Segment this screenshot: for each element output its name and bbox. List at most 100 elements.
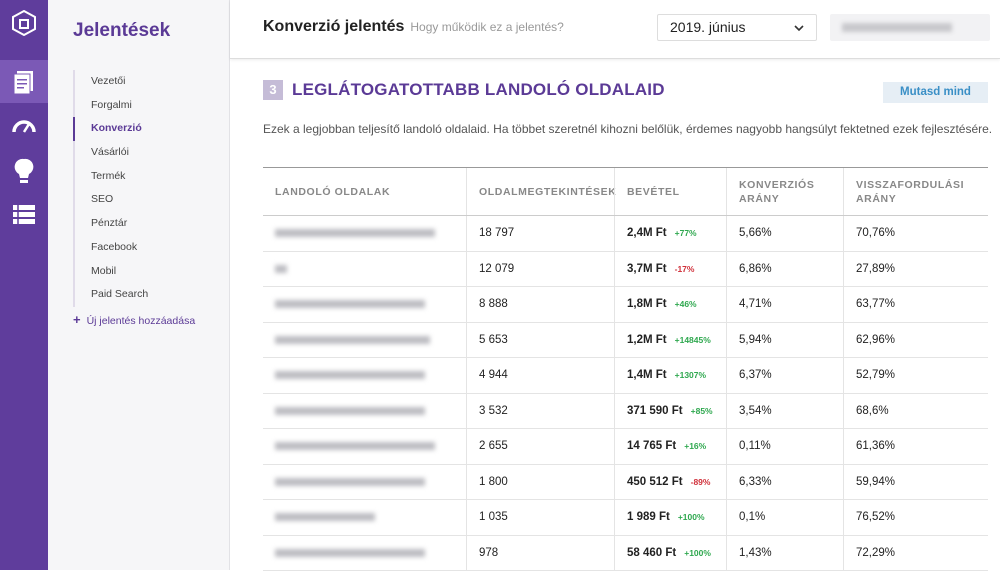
add-report-link[interactable]: + Új jelentés hozzáadása — [73, 312, 195, 327]
list-icon[interactable] — [12, 204, 36, 224]
bounce-rate: 62,96% — [856, 334, 895, 346]
pageviews: 978 — [479, 547, 498, 559]
landing-page-cell — [263, 394, 466, 429]
landing-page-cell — [263, 252, 466, 287]
pageviews-cell: 5 653 — [466, 323, 614, 358]
blurred-url — [275, 407, 425, 415]
revenue-cell: 1 989 Ft+100% — [614, 500, 726, 535]
conversion-rate: 6,86% — [739, 263, 772, 275]
pageviews-cell: 18 797 — [466, 216, 614, 251]
landing-page-cell — [263, 287, 466, 322]
table-row: 5 653 1,2M Ft +14845% 5,94% 62,96% — [263, 323, 988, 359]
blurred-account — [842, 23, 952, 32]
conversion-cell: 3,54% — [726, 394, 843, 429]
plus-icon: + — [73, 312, 81, 327]
bounce-cell: 62,96% — [843, 323, 988, 358]
pageviews: 8 888 — [479, 298, 508, 310]
bounce-cell: 70,76% — [843, 216, 988, 251]
conversion-cell: 5,94% — [726, 323, 843, 358]
pageviews-cell: 12 079 — [466, 252, 614, 287]
landing-page-cell — [263, 323, 466, 358]
logo[interactable] — [12, 10, 36, 36]
menu-item[interactable]: Facebook — [73, 236, 223, 260]
show-all-button[interactable]: Mutasd mind — [883, 82, 988, 103]
bounce-cell: 68,6% — [843, 394, 988, 429]
revenue: 450 512 Ft — [627, 476, 683, 488]
pageviews-cell: 4 944 — [466, 358, 614, 393]
revenue-cell: 371 590 Ft +85% — [614, 394, 726, 429]
column-header-text: LANDOLÓ OLDALAK — [275, 185, 390, 199]
help-link[interactable]: Hogy működik ez a jelentés? — [410, 20, 563, 34]
period-value: 2019. június — [670, 19, 746, 35]
bounce-cell: 27,89% — [843, 252, 988, 287]
conversion-rate: 1,43% — [739, 547, 772, 559]
pageviews: 1 800 — [479, 476, 508, 488]
bounce-cell: 63,77% — [843, 287, 988, 322]
column-header-text: BEVÉTEL — [627, 185, 680, 199]
conversion-cell: 6,33% — [726, 465, 843, 500]
conversion-rate: 5,66% — [739, 227, 772, 239]
reports-icon[interactable] — [12, 69, 36, 95]
gauge-icon[interactable] — [12, 116, 36, 136]
menu-item[interactable]: Vezetői — [73, 70, 223, 94]
revenue-change: +85% — [691, 406, 713, 416]
column-header: BEVÉTEL — [614, 168, 726, 215]
landing-page-cell — [263, 536, 466, 571]
blurred-url — [275, 300, 425, 308]
menu-item[interactable]: Konverzió — [73, 117, 223, 141]
menu-item[interactable]: SEO — [73, 188, 223, 212]
account-menu[interactable] — [830, 14, 990, 41]
revenue-change: +14845% — [675, 335, 711, 345]
sidebar-title: Jelentések — [73, 20, 170, 42]
pageviews: 1 035 — [479, 511, 508, 523]
menu-item[interactable]: Forgalmi — [73, 94, 223, 118]
bounce-cell: 72,29% — [843, 536, 988, 571]
revenue-cell: 2,4M Ft+77% — [614, 216, 726, 251]
conversion-rate: 3,54% — [739, 405, 772, 417]
conversion-cell: 1,43% — [726, 536, 843, 571]
column-header-text: VISSZAFORDULÁSI ARÁNY — [856, 178, 988, 206]
conversion-cell: 0,11% — [726, 429, 843, 464]
period-dropdown[interactable]: 2019. június — [657, 14, 817, 41]
table-row: 1 800 450 512 Ft-89% 6,33% 59,94% — [263, 465, 988, 501]
menu-item[interactable]: Mobil — [73, 260, 223, 284]
bounce-cell: 61,36% — [843, 429, 988, 464]
revenue: 1 989 Ft — [627, 511, 670, 523]
revenue-cell: 450 512 Ft-89% — [614, 465, 726, 500]
conversion-rate: 6,33% — [739, 476, 772, 488]
menu-item[interactable]: Paid Search — [73, 283, 223, 307]
revenue: 1,2M Ft — [627, 334, 667, 346]
blurred-url — [275, 442, 435, 450]
bounce-rate: 59,94% — [856, 476, 895, 488]
menu-item[interactable]: Pénztár — [73, 212, 223, 236]
add-report-text: Új jelentés hozzáadása — [87, 315, 196, 327]
menu-item[interactable]: Vásárlói — [73, 141, 223, 165]
menu-item[interactable]: Termék — [73, 165, 223, 189]
conversion-rate: 5,94% — [739, 334, 772, 346]
revenue-cell: 58 460 Ft+100% — [614, 536, 726, 571]
revenue: 58 460 Ft — [627, 547, 676, 559]
landing-page-cell — [263, 500, 466, 535]
revenue-cell: 1,8M Ft+46% — [614, 287, 726, 322]
pageviews: 2 655 — [479, 440, 508, 452]
revenue: 2,4M Ft — [627, 227, 667, 239]
column-header: VISSZAFORDULÁSI ARÁNY — [843, 168, 988, 215]
bounce-cell: 59,94% — [843, 465, 988, 500]
idea-icon[interactable] — [12, 157, 36, 185]
pageviews-cell: 8 888 — [466, 287, 614, 322]
bounce-cell: 76,52% — [843, 500, 988, 535]
revenue: 371 590 Ft — [627, 405, 683, 417]
landing-page-cell — [263, 429, 466, 464]
pageviews-cell: 978 — [466, 536, 614, 571]
bounce-rate: 68,6% — [856, 405, 889, 417]
table-row: 978 58 460 Ft+100% 1,43% 72,29% — [263, 536, 988, 571]
blurred-url — [275, 549, 425, 557]
